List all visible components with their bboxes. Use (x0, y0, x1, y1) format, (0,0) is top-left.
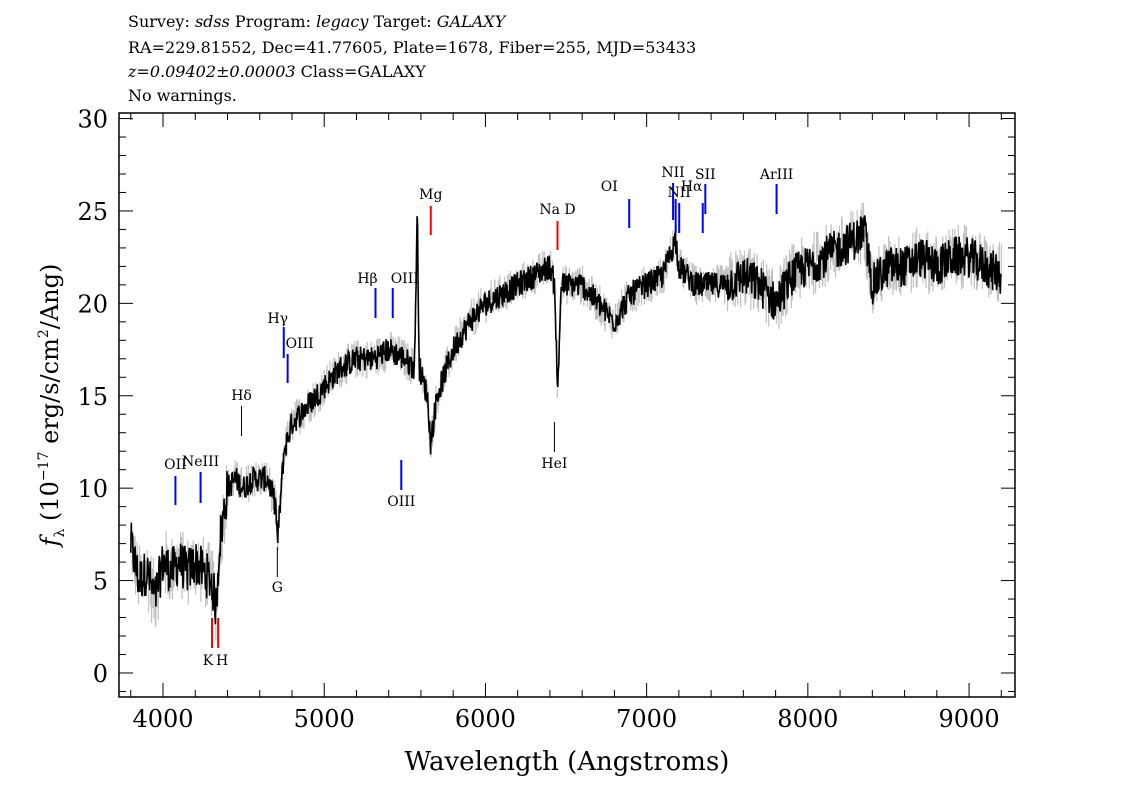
program-label: Program: (234, 12, 311, 31)
x-tick-label: 9000 (939, 705, 1000, 733)
header-line-3: z=0.09402±0.00003 Class=GALAXY (128, 62, 426, 81)
spectrum-line (130, 215, 1003, 625)
line-label: OIII (391, 271, 419, 287)
plot-frame (118, 112, 1016, 698)
header-line-1: Survey: sdss Program: legacy Target: GAL… (128, 12, 505, 31)
y-tick-label: 5 (93, 568, 108, 596)
line-label: OI (601, 179, 618, 195)
line-label: Na D (539, 202, 575, 218)
axis-ticks: 4000 5000 6000 7000 8000 9000 0 5 10 15 20 25 30 (77, 106, 1015, 733)
survey-label: Survey: (128, 12, 190, 31)
redshift: z=0.09402±0.00003 (128, 62, 296, 81)
line-label: SII (695, 167, 716, 183)
y-tick-label: 10 (77, 475, 108, 503)
x-tick-label: 8000 (777, 705, 838, 733)
line-label: OII (164, 457, 187, 473)
line-label: Hδ (231, 388, 252, 404)
line-label: OIII (387, 494, 415, 510)
line-label: Mg (419, 187, 442, 203)
line-label: NeIII (182, 454, 219, 470)
x-tick-label: 4000 (132, 705, 193, 733)
line-label: HeI (541, 456, 567, 472)
x-tick-label: 7000 (616, 705, 677, 733)
line-label: Hβ (357, 271, 377, 287)
x-tick-label: 5000 (294, 705, 355, 733)
x-tick-label: 6000 (455, 705, 516, 733)
header-line-2: RA=229.81552, Dec=41.77605, Plate=1678, … (128, 38, 697, 57)
line-label: OIII (286, 336, 314, 352)
line-label: Hα (681, 179, 703, 195)
header-line-4: No warnings. (128, 86, 237, 105)
spectrum (130, 215, 1003, 625)
line-label: Hγ (267, 311, 288, 327)
y-tick-label: 25 (77, 198, 108, 226)
line-label: NII (661, 165, 684, 181)
survey-value: sdss (194, 12, 230, 31)
target-value: GALAXY (436, 12, 506, 31)
y-tick-label: 0 (93, 660, 108, 688)
target-label: Target: (373, 12, 432, 31)
y-tick-label: 15 (77, 383, 108, 411)
line-label: NII (668, 185, 691, 201)
line-label: ArIII (759, 167, 793, 183)
y-axis-label: fλ (10−17 erg/s/cm2/Ang) (36, 264, 68, 549)
line-label: K (203, 653, 214, 669)
y-tick-label: 20 (77, 290, 108, 318)
class-value: Class=GALAXY (300, 62, 426, 81)
line-label: G (272, 580, 283, 596)
x-axis-label: Wavelength (Angstroms) (405, 747, 730, 777)
y-tick-label: 30 (77, 106, 108, 134)
program-value: legacy (316, 12, 369, 31)
line-label: H (216, 653, 228, 669)
